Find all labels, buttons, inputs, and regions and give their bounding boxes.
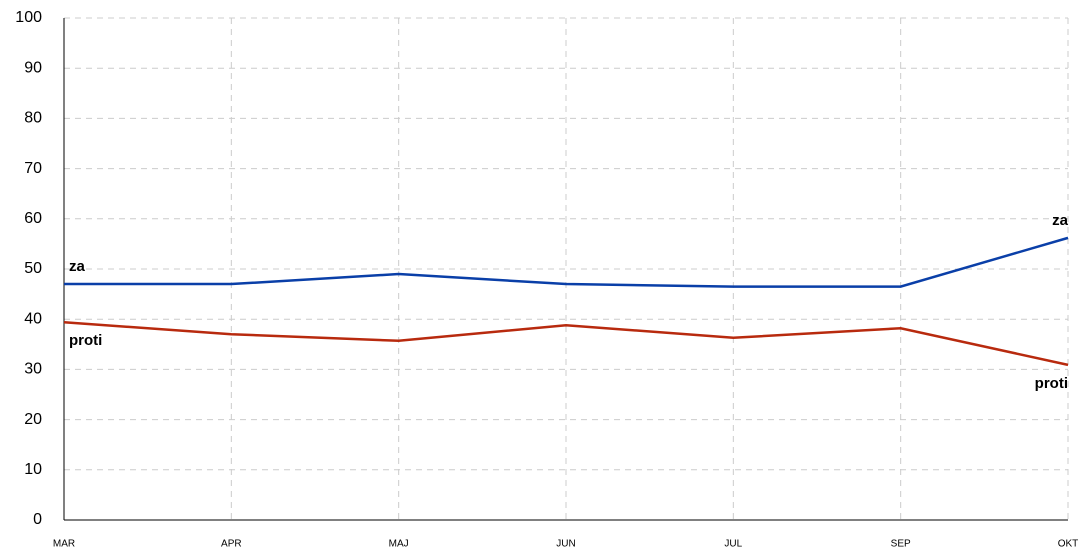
- y-tick-label: 50: [24, 260, 42, 277]
- y-tick-label: 100: [15, 9, 42, 26]
- x-tick-label: MAR: [53, 539, 75, 550]
- series-label-end: proti: [1035, 375, 1068, 392]
- series-line: [64, 236, 1069, 288]
- x-tick-label: SEP: [891, 539, 911, 550]
- y-tick-label: 40: [24, 310, 42, 327]
- x-tick-label: JUN: [556, 539, 575, 550]
- x-tick-label: MAJ: [389, 539, 409, 550]
- y-tick-label: 30: [24, 361, 42, 378]
- y-tick-label: 0: [33, 511, 42, 528]
- y-tick-label: 20: [24, 411, 42, 428]
- y-tick-label: 90: [24, 59, 42, 76]
- x-tick-label: OKT: [1058, 539, 1079, 550]
- series-line: [63, 320, 1069, 367]
- series-label-start: za: [69, 258, 86, 275]
- y-tick-label: 10: [24, 461, 42, 478]
- y-tick-label: 80: [24, 110, 42, 127]
- y-tick-label: 60: [24, 210, 42, 227]
- x-tick-label: APR: [221, 539, 242, 550]
- y-tick-label: 70: [24, 160, 42, 177]
- series-label-end: za: [1052, 212, 1069, 229]
- x-tick-label: JUL: [724, 539, 742, 550]
- series-label-start: proti: [69, 332, 102, 349]
